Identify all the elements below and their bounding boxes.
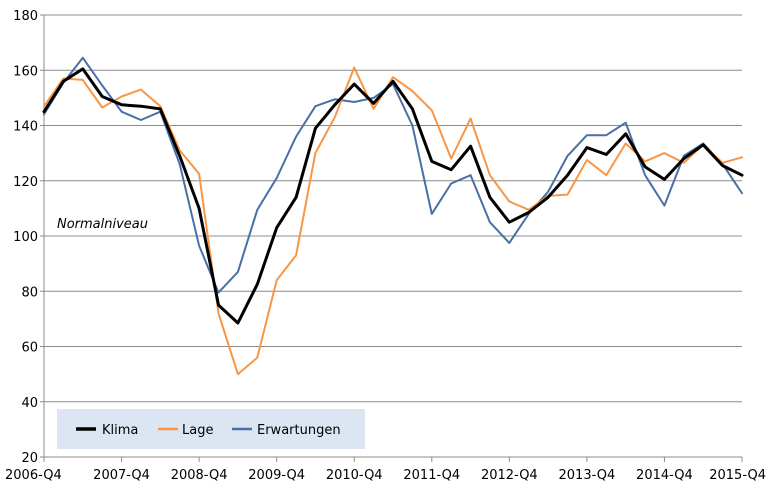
- y-tick-label: 20: [21, 451, 38, 466]
- legend-label-lage: Lage: [182, 423, 213, 438]
- x-tick-label: 2008-Q4: [171, 468, 228, 483]
- legend-label-klima: Klima: [102, 423, 138, 438]
- series-line-lage: [43, 66, 743, 376]
- legend-label-erwartungen: Erwartungen: [257, 423, 341, 438]
- x-tick-label: 2013-Q4: [559, 468, 616, 483]
- y-tick-label: 120: [13, 175, 38, 190]
- x-tick-label: 2012-Q4: [481, 468, 538, 483]
- legend: Klima Lage Erwartungen: [57, 409, 365, 449]
- y-tick-label: 80: [21, 285, 38, 300]
- x-tick-label: 2015-Q4: [709, 468, 766, 483]
- x-tick-label: 2006-Q4: [5, 468, 62, 483]
- y-tick-label: 40: [21, 396, 38, 411]
- y-axis: 20 40 60 80 100 120 140 160 180: [13, 9, 45, 466]
- x-axis: 2006-Q4 2007-Q4 2008-Q4 2009-Q4 2010-Q4 2011-…: [5, 456, 766, 483]
- legend-background: [57, 409, 365, 449]
- x-tick-label: 2007-Q4: [93, 468, 150, 483]
- y-tick-label: 160: [13, 64, 38, 79]
- series-lines: [42, 56, 744, 376]
- x-tick-label: 2014-Q4: [636, 468, 693, 483]
- y-tick-label: 180: [13, 9, 38, 24]
- y-tick-label: 140: [13, 120, 38, 135]
- x-tick-label: 2010-Q4: [326, 468, 383, 483]
- gridlines: [44, 14, 742, 403]
- series-line-klima: [42, 67, 744, 325]
- x-tick-label: 2011-Q4: [403, 468, 460, 483]
- y-tick-label: 100: [13, 230, 38, 245]
- x-tick-label: 2009-Q4: [248, 468, 305, 483]
- normal-level-annotation: Normalniveau: [57, 217, 148, 232]
- y-tick-label: 60: [21, 341, 38, 356]
- series-line-erwartungen: [43, 56, 743, 294]
